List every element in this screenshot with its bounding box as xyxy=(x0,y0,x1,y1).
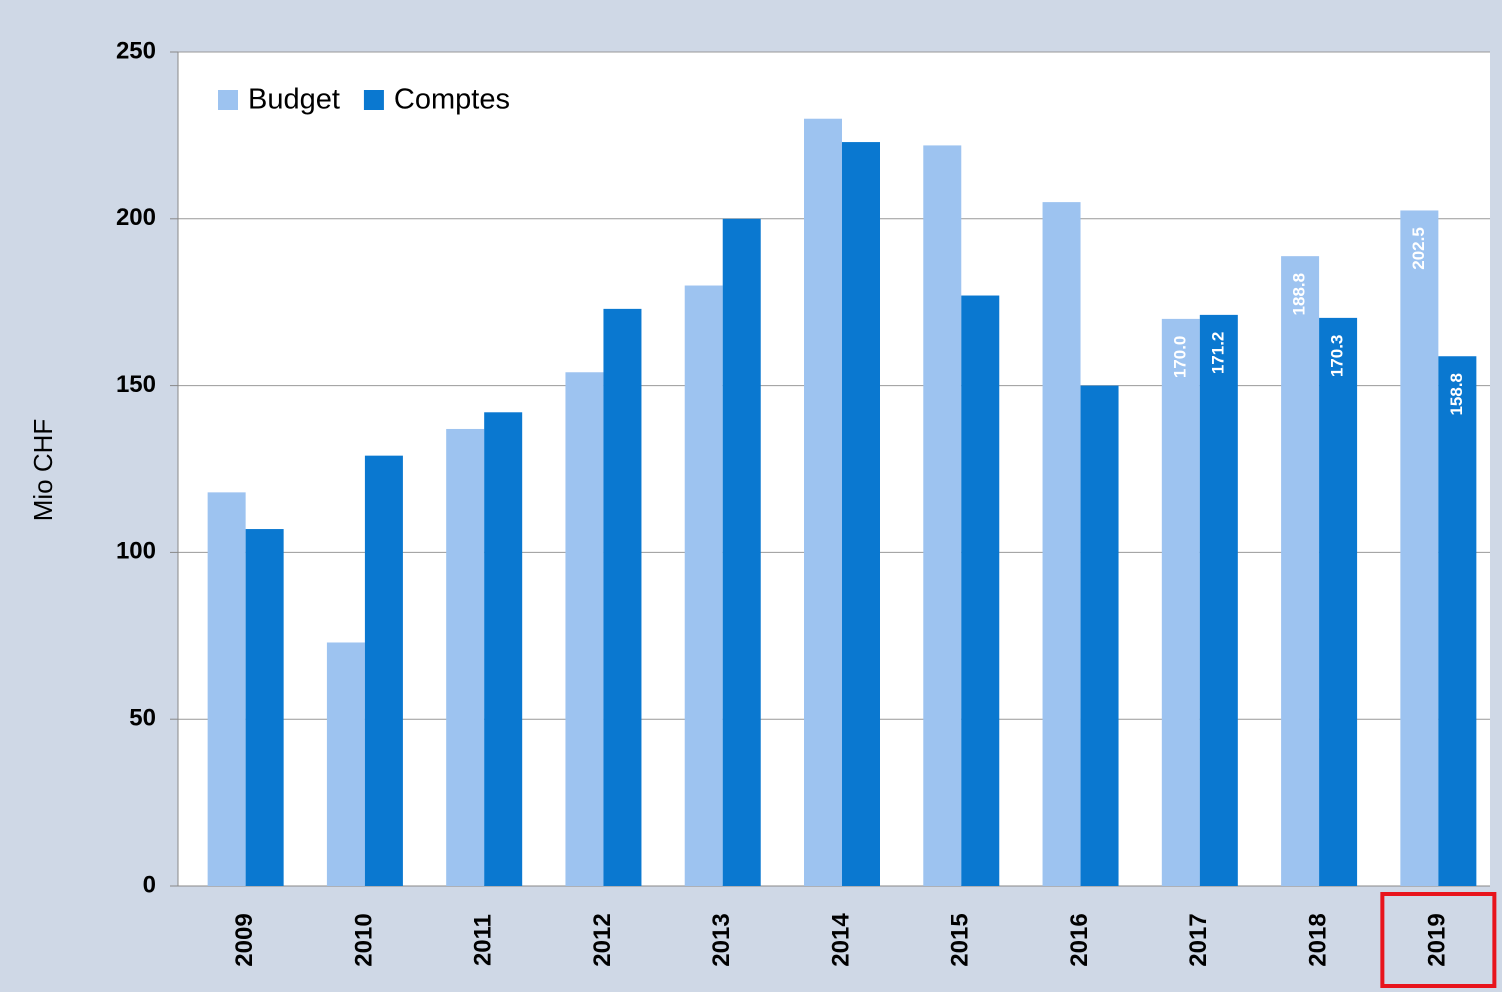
x-tick-label: 2010 xyxy=(350,913,377,966)
bar xyxy=(446,428,485,886)
bar xyxy=(326,642,365,886)
bar xyxy=(1438,356,1477,887)
bar xyxy=(207,492,246,886)
x-tick-label: 2015 xyxy=(947,913,974,966)
bar xyxy=(603,308,642,886)
legend-swatch xyxy=(218,90,238,110)
bar xyxy=(804,118,842,887)
x-tick-label: 2017 xyxy=(1185,913,1212,966)
y-axis-title: Mio CHF xyxy=(28,419,58,522)
x-tick-label: 2014 xyxy=(827,913,854,967)
value-label: 188.8 xyxy=(1290,273,1309,316)
bar xyxy=(1319,317,1358,886)
x-tick-label: 2012 xyxy=(589,913,616,966)
bar xyxy=(565,372,604,887)
bar xyxy=(1161,318,1200,886)
x-tick-label: 2013 xyxy=(708,913,735,966)
value-label: 171.2 xyxy=(1208,332,1227,375)
bar xyxy=(364,455,403,886)
x-tick-label: 2016 xyxy=(1066,913,1093,966)
legend-label: Comptes xyxy=(394,84,510,116)
y-tick-label: 150 xyxy=(116,371,156,398)
y-tick-label: 250 xyxy=(116,37,156,64)
x-tick-label: 2018 xyxy=(1304,913,1331,966)
value-label: 170.3 xyxy=(1328,335,1347,378)
value-label: 170.0 xyxy=(1170,336,1189,379)
highlight-box xyxy=(1380,892,1497,988)
bar xyxy=(1400,210,1439,886)
bar xyxy=(684,285,723,886)
x-tick-label: 2019 xyxy=(1424,913,1451,966)
y-tick-label: 0 xyxy=(143,871,156,898)
x-tick-label: 2009 xyxy=(231,913,258,966)
y-tick-label: 200 xyxy=(116,204,156,231)
bar xyxy=(1080,385,1119,886)
bar xyxy=(842,142,880,886)
bar xyxy=(923,145,962,886)
value-label: 202.5 xyxy=(1409,227,1428,270)
legend-label: Budget xyxy=(248,84,340,116)
bar xyxy=(1199,314,1238,886)
y-tick-label: 50 xyxy=(129,705,156,732)
x-tick-label: 2011 xyxy=(470,914,497,966)
y-tick-label: 100 xyxy=(116,538,156,565)
bar xyxy=(245,529,284,886)
bar xyxy=(1042,202,1081,886)
value-label: 158.8 xyxy=(1447,373,1466,416)
legend-swatch xyxy=(363,90,384,110)
bar xyxy=(484,412,523,886)
bar xyxy=(722,218,761,887)
bar xyxy=(961,295,1000,886)
bar xyxy=(1281,256,1320,886)
